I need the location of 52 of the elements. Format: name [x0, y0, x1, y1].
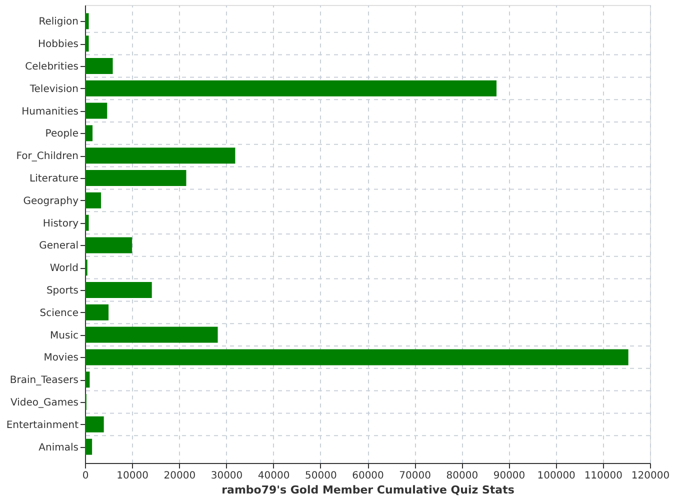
bar — [85, 148, 236, 164]
bar — [85, 304, 109, 320]
bar — [85, 58, 113, 74]
x-tick-label: 90000 — [493, 470, 526, 482]
x-tick-label: 30000 — [210, 470, 243, 482]
y-tick-label: Humanities — [22, 106, 78, 118]
y-tick-label: Entertainment — [6, 420, 79, 431]
y-tick-label: Brain_Teasers — [10, 375, 78, 386]
y-tick-label: General — [39, 240, 78, 252]
y-tick-label: People — [45, 128, 78, 140]
y-tick-label: Animals — [38, 442, 78, 454]
y-tick-label: Television — [28, 84, 78, 95]
y-tick-label: Movies — [44, 352, 78, 364]
y-tick-label: Geography — [23, 196, 79, 207]
y-tick-label: Sports — [46, 286, 78, 296]
y-tick-label: Literature — [30, 174, 78, 184]
bar — [85, 372, 90, 388]
bar — [85, 13, 89, 30]
x-tick-label: 60000 — [352, 470, 384, 482]
x-tick-label: 120000 — [631, 470, 670, 482]
x-tick-label: 10000 — [116, 470, 148, 482]
bar — [85, 214, 89, 231]
bar — [85, 438, 92, 455]
bar — [85, 102, 108, 119]
x-tick-label: 50000 — [305, 470, 337, 482]
x-tick-label: 40000 — [258, 470, 290, 482]
x-tick-label: 20000 — [164, 470, 196, 482]
y-tick-label: World — [50, 263, 78, 274]
x-tick-label: 110000 — [584, 470, 623, 482]
y-tick-label: Religion — [38, 16, 78, 28]
y-tick-label: Music — [50, 330, 78, 342]
bar — [85, 416, 104, 432]
bar — [85, 125, 93, 142]
x-axis-title: rambo79's Gold Member Cumulative Quiz Stats — [222, 484, 515, 496]
bar — [85, 349, 628, 366]
bar — [85, 80, 497, 96]
x-tick-label: 0 — [82, 470, 89, 482]
y-tick-label: Hobbies — [38, 39, 78, 50]
bar — [85, 237, 132, 254]
x-tick-label: 80000 — [446, 470, 478, 482]
x-tick-label: 70000 — [399, 470, 431, 482]
y-tick-label: Video_Games — [10, 398, 78, 408]
bar — [85, 170, 186, 186]
x-tick-label: 100000 — [537, 470, 576, 482]
bar — [85, 36, 89, 52]
y-tick-label: History — [42, 218, 79, 230]
bar — [85, 282, 152, 298]
bar — [85, 326, 218, 343]
bar — [85, 192, 102, 208]
y-tick-label: For_Children — [16, 151, 78, 162]
y-tick-label: Celebrities — [25, 62, 78, 72]
y-tick-label: Science — [40, 308, 78, 319]
